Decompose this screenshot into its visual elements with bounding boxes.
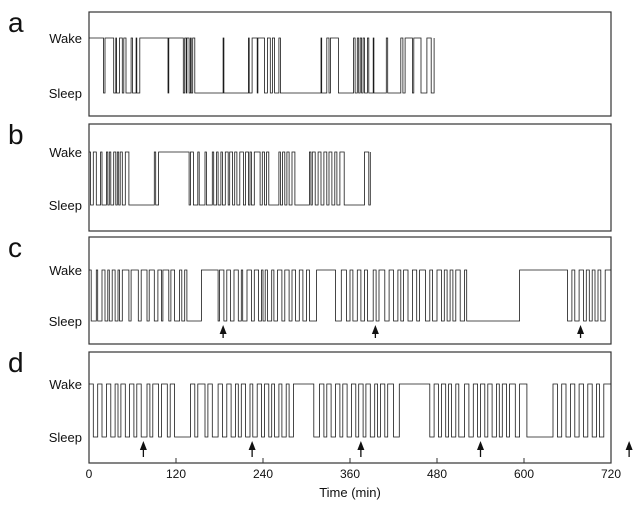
x-axis-tick-label-2: 240 bbox=[253, 467, 273, 481]
panel-b-frame bbox=[88, 123, 612, 232]
panel-d-arrow-2-head bbox=[248, 441, 256, 450]
panel-c-sleep-label: Sleep bbox=[49, 314, 82, 329]
panel-c-wake-label: Wake bbox=[49, 263, 82, 278]
panel-a-sleep-wake-trace bbox=[89, 37, 435, 94]
panel-d-arrow-1-head bbox=[139, 441, 147, 450]
panel-a-frame bbox=[88, 11, 612, 117]
x-axis-tick-label-6: 720 bbox=[601, 467, 621, 481]
x-axis-tick-label-0: 0 bbox=[86, 467, 93, 481]
panel-d-sleep-label: Sleep bbox=[49, 430, 82, 445]
panel-d-label: d bbox=[8, 347, 24, 378]
panel-b-label: b bbox=[8, 119, 24, 150]
panel-c-label: c bbox=[8, 232, 22, 263]
panel-a-wake-label: Wake bbox=[49, 31, 82, 46]
panel-b-wake-label: Wake bbox=[49, 145, 82, 160]
panel-c-sleep-wake-trace bbox=[89, 269, 611, 322]
panel-c-arrow-2-head bbox=[371, 325, 379, 334]
panel-c-arrow-3-head bbox=[577, 325, 585, 334]
panel-c-frame bbox=[88, 236, 612, 345]
panel-d-sleep-wake-trace bbox=[89, 383, 611, 438]
panel-d-wake-label: Wake bbox=[49, 377, 82, 392]
panel-c-arrow-1-head bbox=[219, 325, 227, 334]
panel-a-sleep-label: Sleep bbox=[49, 86, 82, 101]
x-axis-tick-label-3: 360 bbox=[340, 467, 360, 481]
x-axis-title: Time (min) bbox=[319, 485, 381, 500]
panel-a-label: a bbox=[8, 7, 24, 38]
panel-b-sleep-wake-trace bbox=[89, 151, 371, 206]
x-axis-tick-label-1: 120 bbox=[166, 467, 186, 481]
x-axis-tick-label-5: 600 bbox=[514, 467, 534, 481]
panel-d-arrow-5-head bbox=[625, 441, 633, 450]
x-axis-tick-label-4: 480 bbox=[427, 467, 447, 481]
panel-b-sleep-label: Sleep bbox=[49, 198, 82, 213]
panel-d-arrow-3-head bbox=[357, 441, 365, 450]
panel-d-arrow-4-head bbox=[477, 441, 484, 450]
